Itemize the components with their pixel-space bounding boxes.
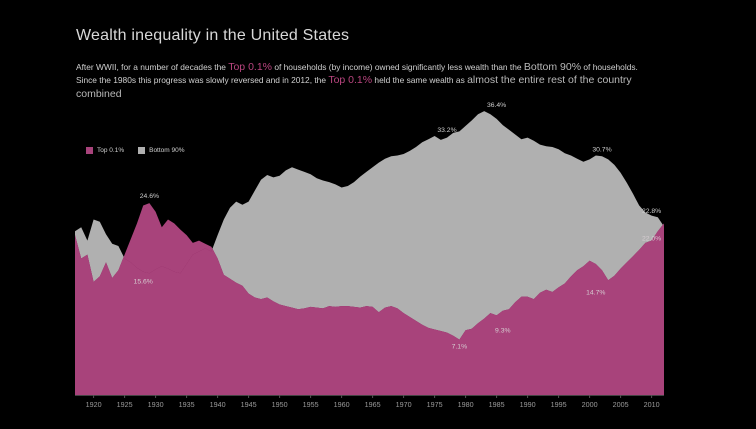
x-tick-label: 1950 (272, 400, 288, 409)
highlight-top: Top 0.1% (228, 61, 272, 73)
data-label: 33.2% (437, 127, 456, 134)
subtitle-text: After WWII, for a number of decades the (76, 62, 229, 72)
x-tick-label: 2000 (582, 400, 598, 409)
x-tick-label: 1940 (210, 400, 226, 409)
subtitle-line-2: Since the 1980s this progress was slowly… (76, 74, 632, 86)
x-tick-label: 1990 (520, 400, 536, 409)
highlight-rest: almost the entire rest of the country (467, 74, 632, 86)
x-tick-label: 1955 (303, 400, 319, 409)
x-tick-label: 1970 (396, 400, 412, 409)
x-tick-label: 1980 (458, 400, 474, 409)
x-tick-label: 1985 (489, 400, 505, 409)
data-label: 22.8% (642, 208, 661, 215)
highlight-combined: combined (76, 88, 122, 100)
data-label: 9.3% (495, 327, 511, 334)
data-label: 22.0% (642, 235, 661, 242)
legend-swatch-bottom (138, 147, 146, 154)
chart-title: Wealth inequality in the United States (76, 27, 350, 44)
legend: Top 0.1% Bottom 90% (86, 147, 185, 154)
x-tick-label: 1995 (551, 400, 567, 409)
x-tick-label: 1935 (179, 400, 195, 409)
legend-swatch-top (86, 147, 93, 154)
x-tick-label: 2010 (644, 400, 660, 409)
x-tick-label: 1965 (365, 400, 381, 409)
x-tick-label: 1960 (334, 400, 350, 409)
legend-item-top[interactable]: Top 0.1% (86, 147, 124, 154)
subtitle-text: of households. (581, 62, 638, 72)
data-label: 15.6% (134, 278, 153, 285)
data-label: 24.6% (140, 193, 159, 200)
legend-label-bottom: Bottom 90% (149, 147, 185, 154)
legend-item-bottom[interactable]: Bottom 90% (138, 147, 185, 154)
data-label: 14.7% (586, 289, 605, 296)
data-label: 7.1% (452, 344, 468, 351)
x-tick-label: 1930 (148, 400, 164, 409)
data-label: 30.7% (592, 147, 611, 154)
legend-label-top: Top 0.1% (97, 147, 125, 154)
x-tick-label: 1945 (241, 400, 257, 409)
data-label: 36.4% (487, 102, 506, 109)
x-tick-label: 1975 (427, 400, 443, 409)
x-tick-label: 2005 (613, 400, 629, 409)
x-tick-label: 1920 (86, 400, 102, 409)
subtitle-text: of households (by income) owned signific… (272, 62, 524, 72)
subtitle-text: held the same wealth as (372, 75, 468, 85)
x-tick-label: 1925 (117, 400, 133, 409)
subtitle-line-1: After WWII, for a number of decades the … (76, 61, 638, 73)
subtitle-text: Since the 1980s this progress was slowly… (76, 75, 329, 85)
subtitle-line-3: combined (76, 88, 122, 100)
highlight-top: Top 0.1% (328, 74, 373, 86)
highlight-bottom: Bottom 90% (523, 61, 582, 73)
